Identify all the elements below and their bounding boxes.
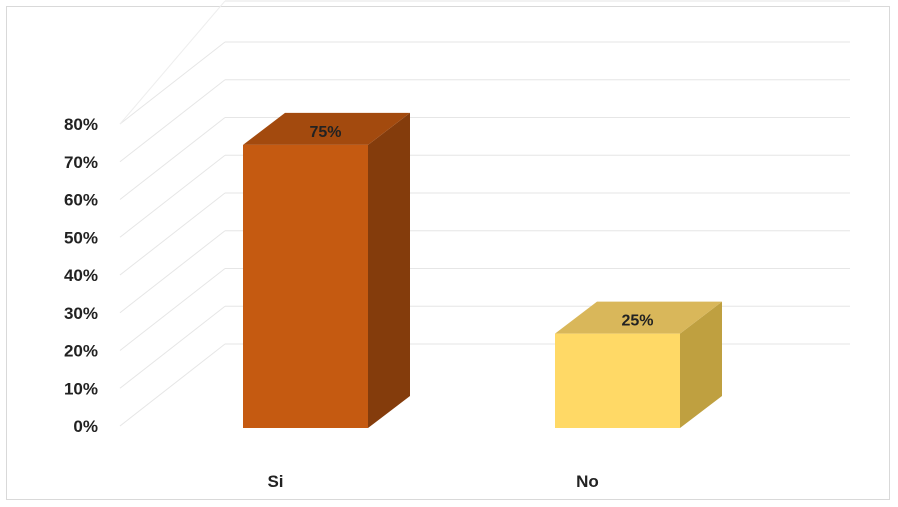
- bar-si: [243, 144, 368, 428]
- y-tick-label: 10%: [64, 379, 98, 398]
- y-tick-label: 80%: [64, 115, 98, 134]
- gridline-diagonal: [119, 343, 226, 427]
- x-tick-label-no: No: [576, 472, 599, 491]
- bar-top-si: [243, 112, 410, 145]
- data-label-si: 75%: [309, 124, 341, 141]
- y-tick-label: 50%: [64, 228, 98, 247]
- gridline-diagonal: [119, 0, 226, 125]
- gridline-diagonal: [119, 41, 226, 125]
- y-tick-label: 20%: [64, 342, 98, 361]
- y-tick-label: 30%: [64, 304, 98, 323]
- y-tick-label: 60%: [64, 191, 98, 210]
- bar-no: [555, 333, 680, 428]
- y-tick-label: 40%: [64, 266, 98, 285]
- bar-top-no: [555, 301, 722, 334]
- gridline-diagonal: [119, 117, 226, 200]
- bar-side-si: [368, 112, 410, 428]
- bar-side-no: [680, 301, 722, 428]
- y-tick-label: 0%: [73, 417, 98, 436]
- gridline-diagonal: [119, 230, 226, 314]
- chart-frame: [6, 6, 890, 500]
- x-tick-label-si: Si: [267, 472, 283, 491]
- gridline-diagonal: [119, 268, 226, 351]
- gridline-diagonal: [119, 192, 226, 276]
- data-label-no: 25%: [621, 313, 653, 330]
- gridline-diagonal: [119, 154, 226, 238]
- gridline-diagonal: [119, 305, 226, 389]
- y-tick-label: 70%: [64, 153, 98, 172]
- gridline-diagonal: [119, 79, 226, 163]
